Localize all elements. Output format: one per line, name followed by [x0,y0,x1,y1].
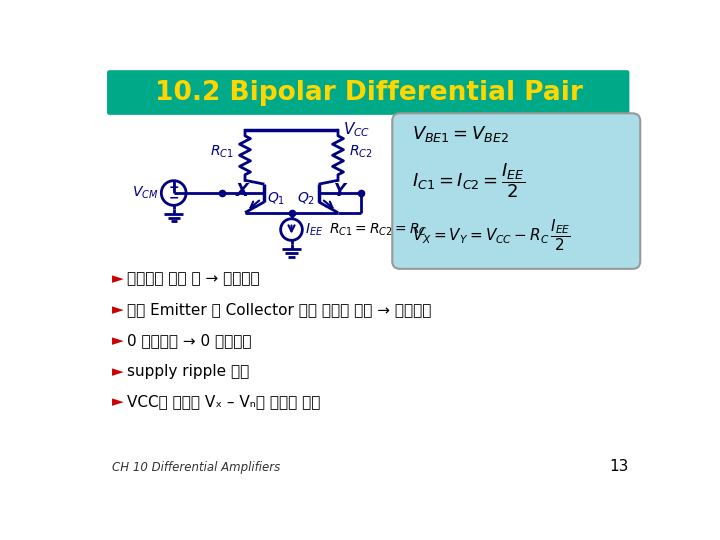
Text: $R_{C2}$: $R_{C2}$ [349,144,372,160]
Text: +: + [168,181,179,194]
Text: $R_{C1}$: $R_{C1}$ [210,144,234,160]
FancyBboxPatch shape [107,70,629,115]
Text: 10.2 Bipolar Differential Pair: 10.2 Bipolar Differential Pair [155,79,583,105]
Text: supply ripple 제거: supply ripple 제거 [127,364,249,379]
Text: $R_{C1} = R_{C2} = R_C$: $R_{C1} = R_{C2} = R_C$ [330,221,428,238]
FancyBboxPatch shape [392,113,640,269]
Text: $I_{EE}$: $I_{EE}$ [305,221,324,238]
Text: ►: ► [112,395,123,409]
Text: 0 자동입력 → 0 자동출력: 0 자동입력 → 0 자동출력 [127,333,252,348]
Text: ►: ► [112,333,123,348]
Text: $V_{CM}$: $V_{CM}$ [132,185,158,201]
Text: 자동입력 없을 때 → 동상모드: 자동입력 없을 때 → 동상모드 [127,272,260,286]
Text: Y: Y [334,182,346,200]
Text: $I_{C1} = I_{C2} = \dfrac{I_{EE}}{2}$: $I_{C1} = I_{C2} = \dfrac{I_{EE}}{2}$ [412,161,525,200]
Text: $V_{CC}$: $V_{CC}$ [343,120,370,139]
Text: VCC가 변해도 Vₓ – Vₙ는 변하지 않음: VCC가 변해도 Vₓ – Vₙ는 변하지 않음 [127,395,320,409]
Text: $V_{BE1} = V_{BE2}$: $V_{BE1} = V_{BE2}$ [412,124,509,144]
Text: ►: ► [112,302,123,317]
Text: $Q_2$: $Q_2$ [297,191,315,207]
Text: ►: ► [112,364,123,379]
Text: X: X [236,182,249,200]
Text: 양쪽 Emitter 및 Collector 전류 같다고 가정 → 평형상태: 양쪽 Emitter 및 Collector 전류 같다고 가정 → 평형상태 [127,302,431,317]
Text: ►: ► [112,272,123,286]
Text: CH 10 Differential Amplifiers: CH 10 Differential Amplifiers [112,462,280,475]
Text: $Q_1$: $Q_1$ [267,191,286,207]
Text: $V_X = V_Y = V_{CC} - R_C\,\dfrac{I_{EE}}{2}$: $V_X = V_Y = V_{CC} - R_C\,\dfrac{I_{EE}… [412,218,570,253]
Text: 13: 13 [609,460,629,475]
Text: −: − [168,192,179,205]
